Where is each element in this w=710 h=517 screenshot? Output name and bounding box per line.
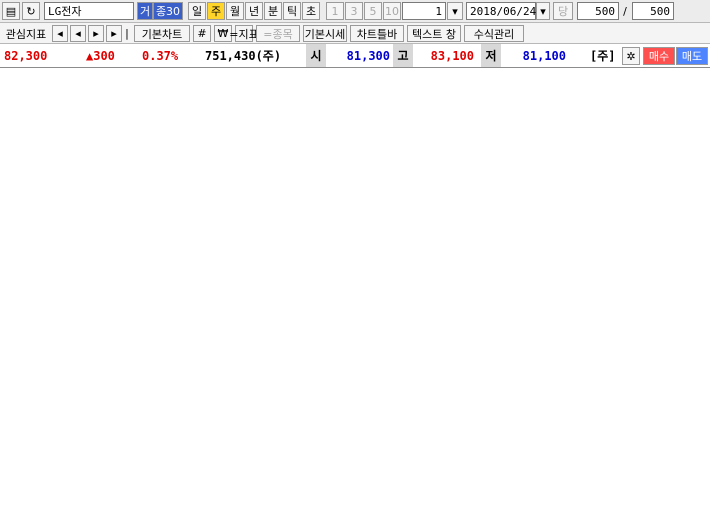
- date-mode-badge[interactable]: 당: [553, 2, 573, 20]
- period-button[interactable]: 분: [264, 2, 282, 20]
- period-button[interactable]: 년: [245, 2, 263, 20]
- open-price: 81,300: [346, 48, 390, 63]
- count-separator: /: [623, 4, 627, 18]
- minute-step-button[interactable]: 5: [364, 2, 382, 20]
- first-icon[interactable]: ◂: [52, 25, 68, 42]
- date-input[interactable]: 2018/06/24: [466, 2, 536, 20]
- next-icon[interactable]: ▸: [88, 25, 104, 42]
- toolbar2-button[interactable]: ₩: [214, 25, 232, 42]
- high-label: 고: [393, 44, 413, 67]
- period-button[interactable]: 초: [302, 2, 320, 20]
- mode-badge-2[interactable]: 종30: [153, 2, 183, 20]
- minute-step-button[interactable]: 3: [345, 2, 363, 20]
- toolbar2-button[interactable]: 수식관리: [464, 25, 524, 42]
- count-total-input[interactable]: 500: [632, 2, 674, 20]
- period-button[interactable]: 주: [207, 2, 225, 20]
- high-price: 83,100: [430, 48, 474, 63]
- open-label: 시: [306, 44, 326, 67]
- mode-badge-1[interactable]: 거: [137, 2, 153, 20]
- chart-background: [0, 68, 710, 517]
- step-input[interactable]: 1: [402, 2, 446, 20]
- last-icon[interactable]: ▸: [106, 25, 122, 42]
- toolbar2-button[interactable]: 기본시세: [303, 25, 347, 42]
- toolbar2-button[interactable]: 기본차트: [134, 25, 190, 42]
- minute-step-button[interactable]: 1: [326, 2, 344, 20]
- buy-button[interactable]: 매수: [643, 47, 675, 65]
- current-price: 82,300: [4, 48, 48, 63]
- toolbar-divider: |: [125, 27, 129, 40]
- period-button[interactable]: 틱: [283, 2, 301, 20]
- low-label: 저: [481, 44, 501, 67]
- price-change: ▲300: [86, 48, 115, 63]
- price-change-pct: 0.37%: [142, 48, 179, 63]
- unit-label: [주]: [590, 49, 616, 63]
- low-price: 81,100: [522, 48, 566, 63]
- trade-volume: 751,430(주): [205, 49, 282, 63]
- sell-button[interactable]: 매도: [676, 47, 708, 65]
- toolbar2-button[interactable]: #: [193, 25, 211, 42]
- settings-icon[interactable]: ✲: [622, 47, 640, 65]
- period-button[interactable]: 일: [188, 2, 206, 20]
- price-volume-chart[interactable]: 최저 39,300(08/17) ⟶⟵최고 146,590(08/31)▪LG전…: [0, 68, 710, 517]
- minute-step-button[interactable]: 10: [383, 2, 401, 20]
- toolbar2-button[interactable]: =지표: [229, 25, 259, 42]
- favorite-indicator-label[interactable]: 관심지표: [5, 27, 47, 41]
- stock-name-input[interactable]: LG전자: [44, 2, 134, 20]
- toolbar2-button[interactable]: 차트틀바: [350, 25, 404, 42]
- prev-icon[interactable]: ◂: [70, 25, 86, 42]
- quote-bar: 82,300 ▲300 0.37% 751,430(주) 시 81,300 고 …: [0, 44, 710, 68]
- indicator-toolbar: 관심지표 ◂ ◂ ▸ ▸ | 기본차트 # ₩ =지표 =종목 기본시세 차트틀바 텍스트 창…: [0, 23, 710, 44]
- period-button[interactable]: 월: [226, 2, 244, 20]
- toolbar2-button[interactable]: 텍스트 창: [407, 25, 461, 42]
- chart-menu-icon[interactable]: ▤: [2, 2, 20, 20]
- step-dropdown-icon[interactable]: ▾: [447, 2, 463, 20]
- refresh-icon[interactable]: ↻: [22, 2, 40, 20]
- toolbar2-button[interactable]: =종목: [256, 25, 300, 42]
- count-shown-input[interactable]: 500: [577, 2, 619, 20]
- date-dropdown-icon[interactable]: ▾: [536, 2, 550, 20]
